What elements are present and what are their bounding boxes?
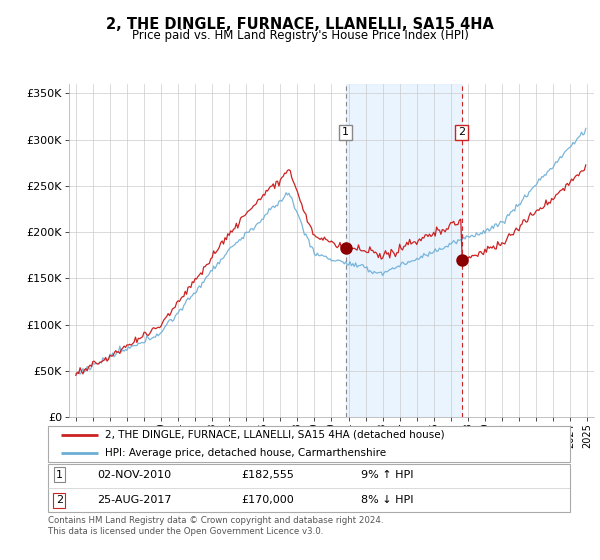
Bar bbox=[346, 84, 462, 417]
Text: 25-AUG-2017: 25-AUG-2017 bbox=[98, 495, 172, 505]
Text: 8% ↓ HPI: 8% ↓ HPI bbox=[361, 495, 414, 505]
Text: £182,555: £182,555 bbox=[241, 470, 294, 480]
Text: Price paid vs. HM Land Registry's House Price Index (HPI): Price paid vs. HM Land Registry's House … bbox=[131, 29, 469, 42]
Text: 9% ↑ HPI: 9% ↑ HPI bbox=[361, 470, 414, 480]
Text: 2: 2 bbox=[56, 495, 63, 505]
Text: 1: 1 bbox=[342, 127, 349, 137]
FancyBboxPatch shape bbox=[48, 464, 570, 512]
Text: £170,000: £170,000 bbox=[241, 495, 294, 505]
Text: HPI: Average price, detached house, Carmarthenshire: HPI: Average price, detached house, Carm… bbox=[106, 448, 386, 458]
Text: 2: 2 bbox=[458, 127, 466, 137]
Text: Contains HM Land Registry data © Crown copyright and database right 2024.
This d: Contains HM Land Registry data © Crown c… bbox=[48, 516, 383, 536]
Text: 02-NOV-2010: 02-NOV-2010 bbox=[98, 470, 172, 480]
Text: 2, THE DINGLE, FURNACE, LLANELLI, SA15 4HA: 2, THE DINGLE, FURNACE, LLANELLI, SA15 4… bbox=[106, 17, 494, 32]
Text: 2, THE DINGLE, FURNACE, LLANELLI, SA15 4HA (detached house): 2, THE DINGLE, FURNACE, LLANELLI, SA15 4… bbox=[106, 430, 445, 440]
Text: 1: 1 bbox=[56, 470, 63, 480]
FancyBboxPatch shape bbox=[48, 426, 570, 462]
